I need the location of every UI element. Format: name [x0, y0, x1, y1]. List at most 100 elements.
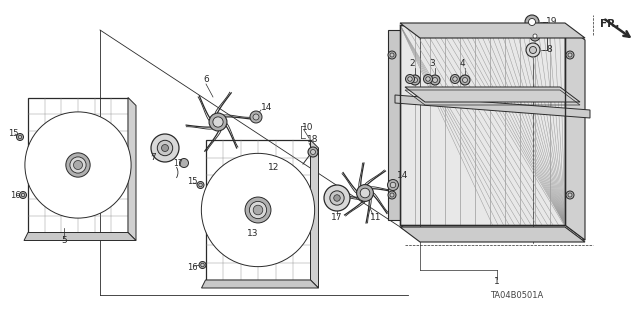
Circle shape — [250, 111, 262, 123]
Text: 14: 14 — [397, 170, 408, 180]
Circle shape — [199, 262, 206, 269]
Circle shape — [526, 43, 540, 57]
Circle shape — [66, 153, 90, 177]
Circle shape — [151, 134, 179, 162]
Text: 14: 14 — [261, 102, 273, 112]
Circle shape — [253, 114, 259, 120]
Text: 15: 15 — [8, 129, 19, 137]
Text: 17: 17 — [332, 213, 343, 222]
Circle shape — [388, 191, 396, 199]
Circle shape — [424, 75, 433, 84]
Circle shape — [17, 133, 24, 140]
Polygon shape — [400, 23, 585, 38]
Text: FR.: FR. — [600, 19, 620, 29]
Circle shape — [202, 153, 315, 267]
Circle shape — [199, 183, 202, 187]
Circle shape — [25, 112, 131, 218]
Circle shape — [161, 145, 168, 152]
Circle shape — [197, 182, 204, 189]
Circle shape — [566, 191, 574, 199]
Circle shape — [568, 193, 572, 197]
Circle shape — [209, 113, 227, 131]
Circle shape — [460, 75, 470, 85]
Circle shape — [245, 197, 271, 223]
Text: 16: 16 — [10, 190, 20, 199]
Circle shape — [529, 19, 536, 26]
Text: 9: 9 — [546, 32, 552, 41]
Text: 2: 2 — [409, 60, 415, 69]
Polygon shape — [388, 30, 400, 220]
Text: TA04B0501A: TA04B0501A — [490, 291, 543, 300]
Circle shape — [390, 182, 396, 188]
Circle shape — [70, 157, 86, 173]
Text: 11: 11 — [370, 213, 381, 222]
Circle shape — [333, 195, 340, 201]
Circle shape — [245, 197, 271, 223]
Polygon shape — [400, 225, 585, 240]
Circle shape — [408, 77, 412, 81]
Circle shape — [360, 188, 370, 198]
Polygon shape — [405, 87, 580, 102]
Circle shape — [387, 180, 399, 190]
Circle shape — [413, 78, 417, 83]
Text: 6: 6 — [203, 76, 209, 85]
Circle shape — [308, 147, 318, 157]
Circle shape — [410, 75, 420, 85]
Circle shape — [533, 34, 537, 38]
Text: 7: 7 — [150, 153, 156, 162]
Bar — [28, 98, 128, 233]
Circle shape — [529, 47, 536, 54]
Circle shape — [406, 75, 415, 84]
Polygon shape — [400, 25, 565, 225]
Circle shape — [179, 159, 189, 167]
Text: 4: 4 — [459, 60, 465, 69]
Circle shape — [21, 193, 25, 197]
Circle shape — [253, 205, 263, 215]
Circle shape — [452, 77, 457, 81]
Circle shape — [310, 150, 316, 154]
Circle shape — [74, 160, 83, 169]
Text: 1: 1 — [494, 278, 500, 286]
Circle shape — [157, 140, 173, 156]
Circle shape — [530, 31, 540, 41]
Text: 15: 15 — [188, 177, 198, 187]
Circle shape — [390, 182, 396, 188]
Circle shape — [213, 117, 223, 127]
Text: 16: 16 — [188, 263, 198, 271]
Circle shape — [426, 77, 430, 81]
Circle shape — [451, 75, 460, 84]
Polygon shape — [24, 233, 136, 241]
Circle shape — [566, 51, 574, 59]
Polygon shape — [395, 95, 590, 118]
Polygon shape — [202, 280, 319, 288]
Circle shape — [66, 153, 90, 177]
Text: 13: 13 — [247, 228, 259, 238]
Text: 12: 12 — [268, 164, 280, 173]
Circle shape — [19, 135, 22, 139]
Text: 17: 17 — [173, 160, 182, 168]
Circle shape — [390, 193, 394, 197]
Circle shape — [251, 203, 265, 217]
Circle shape — [356, 185, 373, 201]
Circle shape — [72, 159, 84, 172]
Circle shape — [250, 201, 267, 219]
Circle shape — [463, 78, 467, 83]
Text: 10: 10 — [302, 122, 314, 131]
Circle shape — [388, 51, 396, 59]
Circle shape — [433, 78, 438, 83]
Circle shape — [568, 53, 572, 57]
Circle shape — [330, 191, 344, 205]
Circle shape — [430, 75, 440, 85]
Polygon shape — [310, 140, 319, 288]
Circle shape — [201, 263, 204, 267]
Circle shape — [253, 114, 259, 120]
Polygon shape — [565, 25, 585, 240]
Circle shape — [19, 191, 26, 198]
Text: 19: 19 — [546, 18, 557, 26]
Polygon shape — [400, 227, 585, 242]
Circle shape — [324, 185, 350, 211]
Text: 5: 5 — [61, 236, 67, 245]
Polygon shape — [128, 98, 136, 241]
Text: 3: 3 — [429, 60, 435, 69]
Text: 18: 18 — [307, 136, 319, 145]
